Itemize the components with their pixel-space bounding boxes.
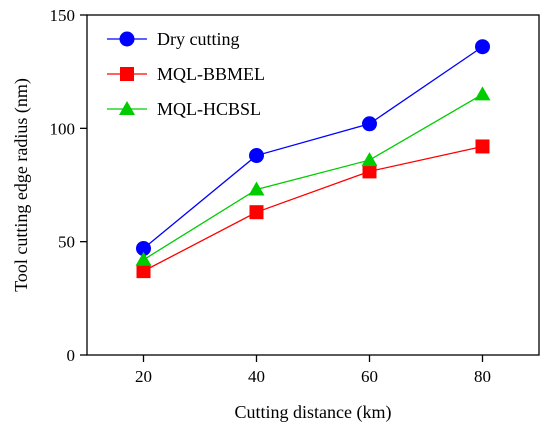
data-point-dry-cutting — [136, 240, 151, 256]
series-mql-hcbsl — [135, 86, 491, 266]
axis-ticks: 20 40 60 80 0 50 100 150 — [50, 6, 492, 386]
series-mql-bbmel — [136, 139, 490, 279]
series-line-mql-bbmel — [143, 145, 483, 272]
legend: Dry cutting MQL-BBMEL MQL-HCBSL — [107, 29, 265, 119]
data-point-dry-cutting — [362, 116, 377, 132]
x-tick-label: 60 — [361, 367, 378, 386]
y-tick-label: 150 — [50, 6, 76, 25]
legend-label-dry-cutting: Dry cutting — [157, 29, 240, 49]
legend-label-mql-bbmel: MQL-BBMEL — [157, 64, 265, 84]
x-tick-label: 20 — [135, 367, 152, 386]
data-point-mql-hcbsl — [474, 86, 491, 101]
data-point-mql-hcbsl — [248, 181, 265, 196]
data-point-mql-bbmel — [362, 164, 377, 179]
data-point-mql-hcbsl — [135, 251, 152, 266]
plot-area — [86, 14, 540, 356]
y-axis-label: Tool cutting edge radius (nm) — [11, 78, 32, 292]
x-tick-label: 40 — [248, 367, 265, 386]
legend-marker-mql-hcbsl — [119, 101, 135, 115]
data-point-dry-cutting — [475, 39, 490, 55]
data-point-dry-cutting — [249, 148, 264, 164]
legend-marker-mql-bbmel — [120, 67, 134, 81]
data-point-mql-bbmel — [136, 264, 151, 279]
y-tick-label: 50 — [58, 233, 75, 252]
data-point-mql-bbmel — [249, 205, 264, 220]
legend-label-mql-hcbsl: MQL-HCBSL — [157, 99, 261, 119]
y-tick-label: 100 — [50, 119, 76, 138]
series-line-dry-cutting — [143, 46, 483, 249]
plot-border — [86, 14, 540, 356]
y-tick-label: 0 — [67, 346, 76, 365]
x-axis-label: Cutting distance (km) — [235, 402, 392, 423]
series-layer — [135, 39, 491, 279]
series-dry-cutting — [136, 39, 490, 256]
data-point-mql-hcbsl — [361, 152, 378, 167]
x-tick-label: 80 — [474, 367, 491, 386]
data-point-mql-bbmel — [475, 139, 490, 154]
legend-marker-dry-cutting — [119, 31, 135, 47]
series-line-mql-hcbsl — [143, 93, 483, 261]
